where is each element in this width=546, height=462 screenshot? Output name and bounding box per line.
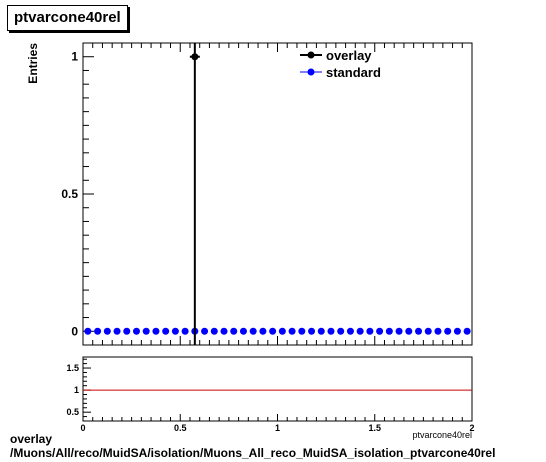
ratio-x-tick-label: 1.5 (368, 423, 381, 433)
standard-point (385, 327, 393, 335)
x-axis-label: ptvarcone40rel (412, 430, 472, 440)
ratio-x-tick-label: 0 (80, 423, 85, 433)
standard-point (366, 327, 374, 335)
standard-point (346, 327, 354, 335)
standard-point (239, 327, 247, 335)
ratio-x-tick-label: 1 (275, 423, 280, 433)
standard-point (210, 327, 218, 335)
overlay-point (191, 53, 199, 61)
y-tick-label: 0.5 (61, 187, 78, 201)
footer-line-2: /Muons/All/reco/MuidSA/isolation/Muons_A… (10, 446, 496, 460)
standard-point (288, 327, 296, 335)
standard-point (113, 327, 121, 335)
standard-point (230, 327, 238, 335)
standard-point (308, 327, 316, 335)
ratio-frame (82, 356, 473, 422)
standard-point (317, 327, 325, 335)
standard-point (84, 327, 92, 335)
standard-point (434, 327, 442, 335)
standard-point (415, 327, 423, 335)
standard-point (181, 327, 189, 335)
standard-point (201, 327, 209, 335)
y-tick-label: 0 (71, 324, 78, 338)
y-tick-label: 1 (71, 50, 78, 64)
standard-point (171, 327, 179, 335)
legend-marker-standard (307, 68, 315, 76)
standard-point (94, 327, 102, 335)
standard-point (405, 327, 413, 335)
ratio-x-tick-label: 0.5 (174, 423, 187, 433)
standard-point (278, 327, 286, 335)
standard-point (337, 327, 345, 335)
ratio-y-tick-label: 0.5 (66, 407, 79, 417)
legend-label-overlay: overlay (326, 48, 372, 63)
standard-point (220, 327, 228, 335)
standard-point (142, 327, 150, 335)
plot-frame (82, 42, 473, 346)
standard-point (356, 327, 364, 335)
standard-point (103, 327, 111, 335)
standard-point (463, 327, 471, 335)
ratio-y-tick-label: 1 (74, 385, 79, 395)
standard-point (453, 327, 461, 335)
standard-point (152, 327, 160, 335)
ratio-x-tick-label: 2 (469, 423, 474, 433)
standard-point (298, 327, 306, 335)
standard-point (269, 327, 277, 335)
standard-point (132, 327, 140, 335)
standard-point (249, 327, 257, 335)
legend-label-standard: standard (326, 65, 381, 80)
ratio-y-tick-label: 1.5 (66, 363, 79, 373)
footer-line-1: overlay (10, 432, 53, 446)
footer-caption: overlay /Muons/All/reco/MuidSA/isolation… (10, 432, 495, 460)
standard-point (444, 327, 452, 335)
standard-point (424, 327, 432, 335)
standard-point (162, 327, 170, 335)
standard-point (395, 327, 403, 335)
standard-point (259, 327, 267, 335)
standard-point (123, 327, 131, 335)
histogram-title: ptvarcone40rel (7, 5, 128, 31)
standard-point (376, 327, 384, 335)
standard-point (327, 327, 335, 335)
main-plot: 0 0.5 1 Entries overlay standard (26, 42, 473, 346)
y-axis-label: Entries (26, 43, 40, 84)
legend-marker-overlay (307, 51, 315, 59)
